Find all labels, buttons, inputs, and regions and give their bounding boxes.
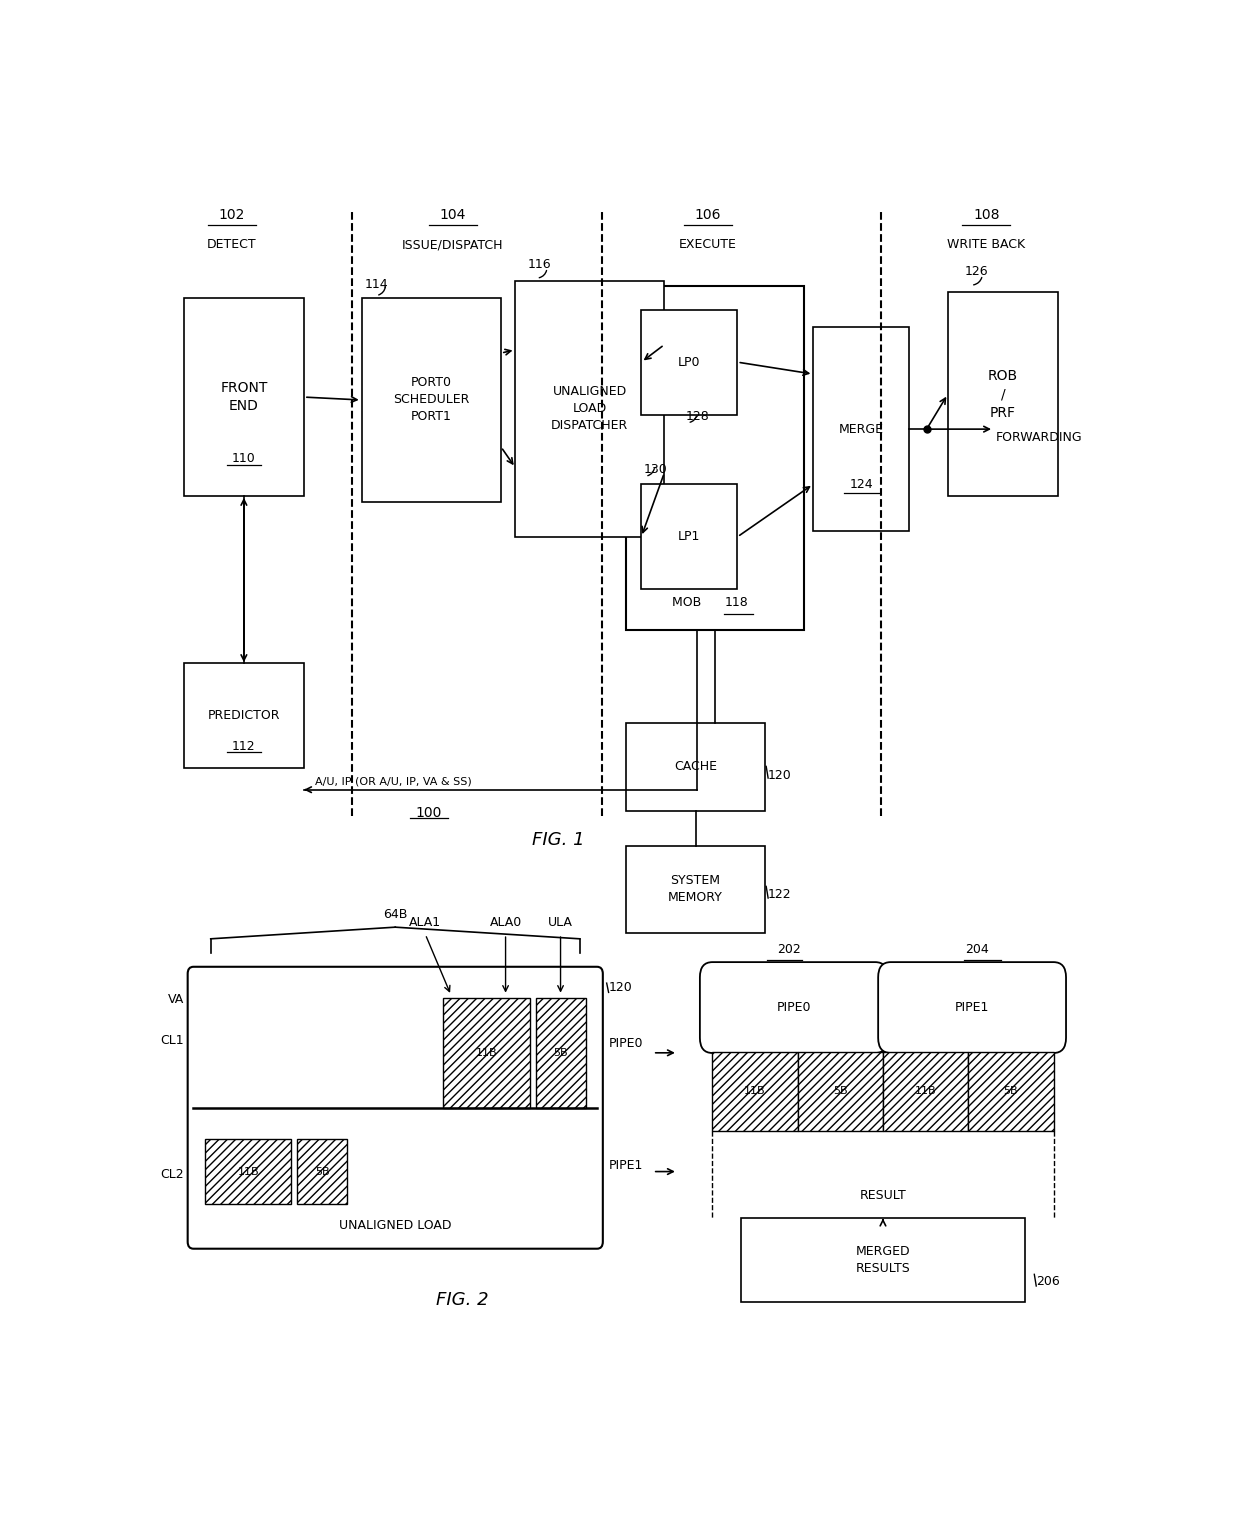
Text: PIPE0: PIPE0 xyxy=(609,1036,644,1050)
Text: 106: 106 xyxy=(694,209,720,222)
Text: 118: 118 xyxy=(724,596,748,610)
Text: FIG. 2: FIG. 2 xyxy=(436,1291,489,1309)
Text: FIG. 1: FIG. 1 xyxy=(532,831,585,849)
Text: ALA0: ALA0 xyxy=(490,917,522,929)
FancyBboxPatch shape xyxy=(516,280,665,537)
Text: 122: 122 xyxy=(768,888,792,902)
Text: 100: 100 xyxy=(415,806,443,820)
Text: SYSTEM
MEMORY: SYSTEM MEMORY xyxy=(668,875,723,905)
Text: LP0: LP0 xyxy=(678,356,701,369)
Text: MERGED
RESULTS: MERGED RESULTS xyxy=(856,1245,910,1275)
Text: VA: VA xyxy=(167,993,184,1006)
Text: MOB: MOB xyxy=(672,596,706,610)
FancyBboxPatch shape xyxy=(362,298,501,502)
Text: MERGE: MERGE xyxy=(838,422,884,436)
Text: 5B: 5B xyxy=(553,1049,568,1058)
Text: FRONT
END: FRONT END xyxy=(221,381,268,413)
Text: 11B: 11B xyxy=(915,1086,936,1097)
Text: 110: 110 xyxy=(232,452,255,466)
Text: UNALIGNED LOAD: UNALIGNED LOAD xyxy=(339,1219,451,1232)
Text: CL2: CL2 xyxy=(160,1168,184,1182)
Text: 114: 114 xyxy=(365,278,388,290)
Text: A/U, IP (OR A/U, IP, VA & SS): A/U, IP (OR A/U, IP, VA & SS) xyxy=(315,776,472,787)
FancyBboxPatch shape xyxy=(742,1218,1024,1303)
Text: ROB
/
PRF: ROB / PRF xyxy=(988,369,1018,419)
Text: PORT0
SCHEDULER
PORT1: PORT0 SCHEDULER PORT1 xyxy=(393,377,470,424)
Text: ULA: ULA xyxy=(548,917,573,929)
Text: 206: 206 xyxy=(1037,1275,1060,1288)
Text: UNALIGNED
LOAD
DISPATCHER: UNALIGNED LOAD DISPATCHER xyxy=(552,386,629,433)
Text: 130: 130 xyxy=(644,463,667,477)
Text: PIPE1: PIPE1 xyxy=(609,1159,644,1173)
Text: 64B: 64B xyxy=(383,908,408,921)
Text: 112: 112 xyxy=(232,740,255,753)
Text: 11B: 11B xyxy=(744,1086,766,1097)
Text: 11B: 11B xyxy=(237,1167,259,1177)
Text: PREDICTOR: PREDICTOR xyxy=(207,708,280,722)
Text: CL1: CL1 xyxy=(160,1035,184,1047)
FancyBboxPatch shape xyxy=(968,1052,1054,1132)
FancyBboxPatch shape xyxy=(626,723,765,811)
Text: LP1: LP1 xyxy=(678,531,701,543)
Text: 120: 120 xyxy=(768,769,792,782)
Text: FORWARDING: FORWARDING xyxy=(996,431,1083,445)
Text: RESULT: RESULT xyxy=(859,1189,906,1201)
Text: 124: 124 xyxy=(849,478,873,490)
FancyBboxPatch shape xyxy=(641,310,738,415)
Text: 5B: 5B xyxy=(315,1167,330,1177)
Text: 128: 128 xyxy=(686,410,709,422)
Text: EXECUTE: EXECUTE xyxy=(678,239,737,251)
Text: 5B: 5B xyxy=(1003,1086,1018,1097)
FancyBboxPatch shape xyxy=(187,967,603,1248)
Text: 202: 202 xyxy=(777,943,801,956)
FancyBboxPatch shape xyxy=(184,663,304,767)
Text: WRITE BACK: WRITE BACK xyxy=(947,239,1025,251)
FancyBboxPatch shape xyxy=(626,846,765,934)
FancyBboxPatch shape xyxy=(699,962,888,1053)
FancyBboxPatch shape xyxy=(626,286,804,629)
FancyBboxPatch shape xyxy=(797,1052,883,1132)
Text: ISSUE/DISPATCH: ISSUE/DISPATCH xyxy=(402,239,503,251)
Text: ALA1: ALA1 xyxy=(409,917,441,929)
Text: 104: 104 xyxy=(440,209,466,222)
Text: DETECT: DETECT xyxy=(207,239,257,251)
FancyBboxPatch shape xyxy=(947,292,1058,496)
Text: 108: 108 xyxy=(973,209,999,222)
FancyBboxPatch shape xyxy=(813,327,909,531)
Text: CACHE: CACHE xyxy=(675,761,717,773)
Text: 120: 120 xyxy=(609,982,632,994)
FancyBboxPatch shape xyxy=(205,1139,291,1204)
FancyBboxPatch shape xyxy=(641,484,738,590)
Text: 204: 204 xyxy=(965,943,988,956)
Text: PIPE1: PIPE1 xyxy=(955,1002,990,1014)
FancyBboxPatch shape xyxy=(298,1139,347,1204)
Text: 116: 116 xyxy=(528,259,552,271)
Text: 11B: 11B xyxy=(476,1049,497,1058)
FancyBboxPatch shape xyxy=(712,1052,797,1132)
FancyBboxPatch shape xyxy=(184,298,304,496)
FancyBboxPatch shape xyxy=(883,1052,968,1132)
FancyBboxPatch shape xyxy=(536,999,585,1108)
FancyBboxPatch shape xyxy=(444,999,529,1108)
Text: 5B: 5B xyxy=(833,1086,848,1097)
Text: 102: 102 xyxy=(218,209,246,222)
Text: 126: 126 xyxy=(965,265,988,278)
Text: PIPE0: PIPE0 xyxy=(776,1002,811,1014)
FancyBboxPatch shape xyxy=(878,962,1066,1053)
